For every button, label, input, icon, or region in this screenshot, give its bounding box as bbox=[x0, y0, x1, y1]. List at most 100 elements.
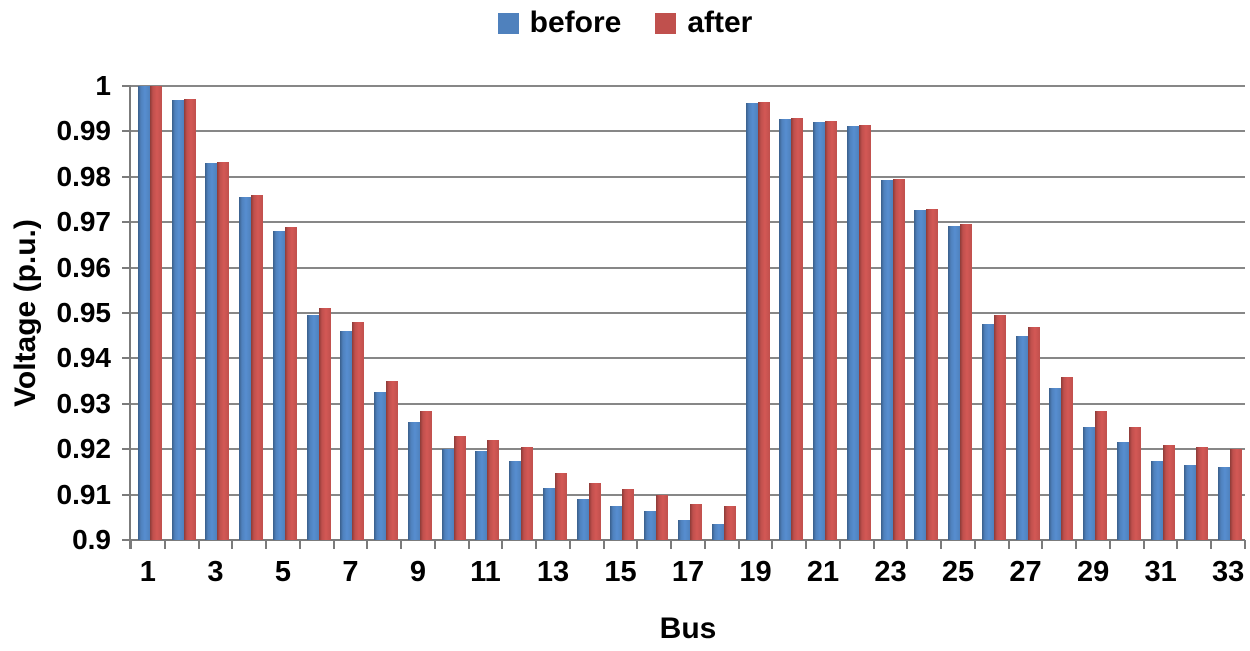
x-axis-tick bbox=[298, 540, 301, 549]
x-axis-tick bbox=[703, 540, 706, 549]
bar-after-bus-1 bbox=[149, 86, 162, 540]
bar-after-bus-24 bbox=[926, 208, 939, 540]
bar-after-bus-3 bbox=[217, 162, 230, 540]
bar-after-bus-17 bbox=[690, 503, 702, 540]
x-axis-tick bbox=[501, 540, 504, 549]
y-axis-title: Voltage (p.u.) bbox=[9, 219, 42, 407]
x-axis-tick bbox=[771, 540, 774, 549]
bar-before-bus-1 bbox=[137, 86, 150, 540]
bar-after-bus-10 bbox=[453, 435, 466, 540]
x-axis-tick bbox=[872, 540, 875, 549]
bar-before-bus-18 bbox=[711, 524, 724, 540]
x-tick-label-17: 17 bbox=[671, 556, 705, 588]
bar-after-bus-2 bbox=[183, 98, 196, 540]
bar-after-bus-13 bbox=[554, 472, 567, 540]
x-axis-line bbox=[129, 539, 1245, 541]
bar-before-bus-28 bbox=[1049, 387, 1062, 540]
bar-before-bus-16 bbox=[644, 510, 657, 540]
bar-after-bus-21 bbox=[825, 121, 838, 540]
x-axis-tick bbox=[636, 540, 639, 549]
x-axis-tick bbox=[130, 540, 132, 549]
x-axis-tick bbox=[163, 540, 166, 549]
bar-before-bus-8 bbox=[374, 392, 387, 540]
y-axis-tick bbox=[122, 448, 131, 451]
x-tick-label-21: 21 bbox=[806, 556, 840, 588]
bar-after-bus-23 bbox=[892, 178, 905, 540]
y-tick-label-0.99: 0.99 bbox=[56, 115, 112, 147]
bar-after-bus-29 bbox=[1095, 410, 1108, 540]
y-tick-label-0.95: 0.95 bbox=[56, 297, 112, 328]
gridline-0.98 bbox=[131, 175, 1245, 178]
bar-after-bus-19 bbox=[757, 101, 770, 540]
x-axis-tick bbox=[602, 540, 605, 549]
bar-after-bus-30 bbox=[1128, 426, 1141, 540]
bar-before-bus-14 bbox=[576, 499, 589, 540]
x-tick-label-31: 31 bbox=[1144, 556, 1177, 588]
bar-after-bus-12 bbox=[521, 446, 534, 540]
bar-after-bus-7 bbox=[352, 322, 365, 540]
gridline-0.94 bbox=[131, 357, 1245, 360]
gridline-0.95 bbox=[131, 312, 1245, 314]
bar-before-bus-33 bbox=[1218, 467, 1231, 540]
x-tick-label-23: 23 bbox=[874, 556, 907, 588]
bar-after-bus-20 bbox=[791, 117, 804, 540]
x-tick-label-25: 25 bbox=[941, 556, 975, 588]
bar-before-bus-15 bbox=[610, 505, 623, 540]
chart-legend: before after bbox=[0, 6, 1250, 40]
y-tick-label-0.94: 0.94 bbox=[56, 342, 112, 374]
bar-before-bus-3 bbox=[205, 163, 218, 540]
bar-after-bus-5 bbox=[284, 226, 297, 540]
x-axis-tick bbox=[973, 540, 976, 549]
bar-before-bus-7 bbox=[340, 331, 353, 540]
bar-before-bus-19 bbox=[745, 102, 758, 540]
bar-after-bus-22 bbox=[858, 124, 871, 540]
plot-area: 0.9 0.91 0.92 0.93 0.94 0.95 0.96 0.97 0.98 0.99 1… bbox=[57, 72, 1246, 587]
bar-after-bus-33 bbox=[1230, 449, 1243, 540]
bar-after-bus-14 bbox=[588, 483, 601, 540]
y-axis-tick bbox=[122, 175, 131, 178]
x-axis-tick bbox=[838, 540, 841, 549]
legend-label-before: before bbox=[529, 6, 622, 39]
y-axis-tick bbox=[122, 357, 131, 360]
x-axis-tick bbox=[366, 540, 369, 549]
bar-before-bus-20 bbox=[779, 118, 792, 540]
legend-label-after: after bbox=[687, 6, 753, 39]
y-axis-tick bbox=[122, 221, 131, 224]
x-tick-label-19: 19 bbox=[739, 556, 772, 588]
bar-before-bus-26 bbox=[981, 324, 994, 540]
bar-after-bus-15 bbox=[622, 488, 635, 540]
x-tick-label-15: 15 bbox=[604, 556, 637, 588]
bar-before-bus-6 bbox=[306, 315, 319, 540]
x-axis-tick bbox=[535, 540, 538, 549]
legend-swatch-after-icon bbox=[655, 12, 677, 34]
x-axis-tick bbox=[1142, 540, 1145, 549]
bar-before-bus-32 bbox=[1184, 465, 1197, 540]
x-tick-label-33: 33 bbox=[1211, 556, 1245, 588]
bar-before-bus-24 bbox=[914, 210, 927, 540]
legend-item-after: after bbox=[655, 6, 752, 40]
x-axis-tick bbox=[1244, 540, 1246, 549]
bar-after-bus-26 bbox=[993, 315, 1006, 540]
bar-after-bus-6 bbox=[318, 308, 331, 540]
x-tick-label-13: 13 bbox=[536, 556, 570, 588]
y-tick-label-0.97: 0.97 bbox=[56, 206, 112, 238]
bar-after-bus-11 bbox=[487, 440, 500, 540]
x-axis-tick bbox=[568, 540, 571, 549]
x-axis-tick bbox=[265, 540, 268, 549]
x-axis-tick bbox=[433, 540, 436, 549]
gridline-0.99 bbox=[131, 130, 1245, 133]
y-axis-tick bbox=[122, 312, 131, 314]
y-axis-tick bbox=[122, 130, 131, 133]
gridline-0.92 bbox=[131, 448, 1245, 451]
x-tick-label-3: 3 bbox=[207, 556, 224, 588]
x-axis-tick bbox=[670, 540, 673, 549]
bar-before-bus-5 bbox=[272, 231, 285, 540]
x-axis-title: Bus bbox=[659, 612, 717, 645]
gridline-0.97 bbox=[131, 221, 1245, 224]
bar-after-bus-16 bbox=[656, 494, 669, 540]
bar-before-bus-22 bbox=[846, 125, 859, 540]
y-axis-tick bbox=[122, 539, 131, 541]
y-axis-tick bbox=[122, 493, 131, 496]
x-tick-label-5: 5 bbox=[274, 556, 291, 588]
x-tick-label-27: 27 bbox=[1009, 556, 1042, 588]
